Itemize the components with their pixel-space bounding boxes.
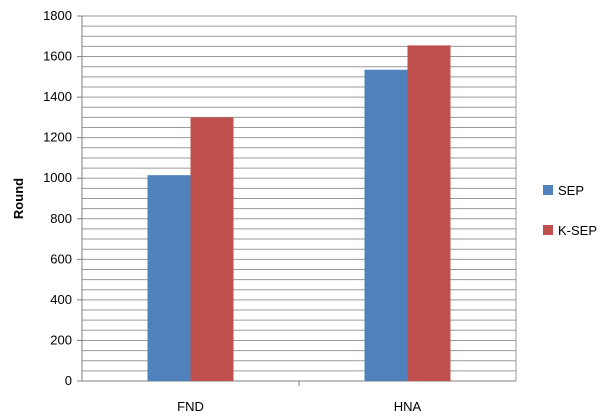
y-tick-label: 1600 (43, 49, 72, 64)
bar-sep-hna (364, 69, 408, 381)
y-tick-label: 1200 (43, 130, 72, 145)
bar-sep-fnd (147, 175, 191, 381)
y-tick-label: 200 (50, 332, 72, 347)
y-tick-label: 800 (50, 211, 72, 226)
category-label: HNA (394, 399, 422, 414)
category-labels: FND HNA (177, 381, 422, 414)
y-tick-label: 1400 (43, 89, 72, 104)
legend-swatch-k-sep (543, 225, 553, 235)
y-tick-labels: 0 200 400 600 800 1000 1200 1400 1600 1800 (43, 8, 82, 388)
bars (147, 45, 451, 382)
y-tick-label: 1000 (43, 170, 72, 185)
legend-swatch-sep (543, 185, 553, 195)
category-label: FND (177, 399, 204, 414)
bar-k-sep-hna (407, 45, 451, 382)
y-tick-label: 600 (50, 251, 72, 266)
legend-label-sep: SEP (558, 183, 584, 198)
y-axis-label: Round (11, 178, 26, 219)
legend-label-k-sep: K-SEP (558, 223, 597, 238)
y-tick-label: 0 (65, 373, 72, 388)
legend: SEP K-SEP (543, 183, 597, 238)
y-tick-label: 1800 (43, 8, 72, 23)
gridlines (82, 15, 517, 381)
y-tick-label: 400 (50, 292, 72, 307)
bar-k-sep-fnd (190, 117, 234, 381)
